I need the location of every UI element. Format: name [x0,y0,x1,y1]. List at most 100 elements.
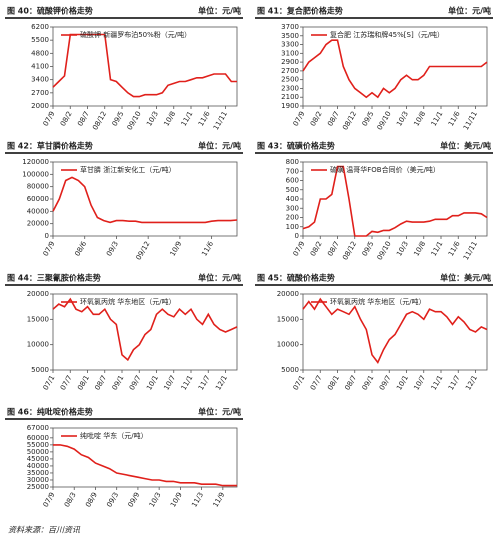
chart-title: 图 44：三聚氰胺价格走势 [7,273,101,283]
y-tick-label: 5500 [31,36,49,44]
data-line [302,39,488,99]
x-tick-label: 09/5 [361,110,376,128]
y-tick-label: 1900 [281,102,299,110]
y-tick-label: 100 [286,223,299,231]
x-tick-label: 07/9 [42,110,57,128]
y-tick-label: 50000 [27,448,49,456]
y-tick-label: 3100 [281,49,299,57]
x-tick-label: 10/3 [145,110,160,128]
x-tick-label: 07/9 [42,491,57,509]
y-tick-label: 0 [45,232,49,240]
y-tick-label: 2000 [31,102,49,110]
x-tick-label: 07/9 [292,240,307,258]
x-tick-label: 09/5 [361,240,376,258]
data-line [52,297,238,362]
x-tick-label: 11/9 [212,491,227,509]
legend-label: 草甘膦 浙江新安化工（元/吨） [80,165,176,174]
x-tick-label: 09/9 [127,491,142,509]
x-tick-label: 10/7 [162,374,177,392]
y-tick-label: 25000 [27,483,49,491]
y-tick-label: 40000 [27,207,49,215]
y-tick-label: 0 [295,232,299,240]
y-tick-label: 3500 [281,32,299,40]
chart-title: 图 45：硫酸价格走势 [257,273,335,283]
y-tick-label: 15000 [27,315,49,323]
x-tick-label: 10/7 [412,374,427,392]
x-tick-label: 10/8 [162,110,177,128]
y-tick-label: 3700 [281,23,299,31]
y-tick-label: 30000 [27,476,49,484]
x-tick-label: 08/7 [343,374,358,392]
x-tick-label: 09/7 [128,374,143,392]
y-tick-label: 2300 [281,84,299,92]
y-tick-label: 10000 [27,341,49,349]
x-tick-label: 07/1 [292,374,307,392]
x-tick-label: 11/6 [197,110,212,128]
y-tick-label: 2900 [281,58,299,66]
x-tick-label: 08/12 [341,110,358,131]
x-tick-label: 08/1 [76,374,91,392]
y-tick-label: 67000 [27,424,49,432]
legend-label: 复合肥 江苏瑞和牌45%[S]（元/吨） [330,30,444,39]
x-tick-label: 08/12 [341,240,358,261]
x-tick-label: 11/1 [430,374,445,392]
x-tick-label: 09/7 [378,374,393,392]
y-tick-label: 20000 [27,290,49,298]
y-tick-label: 2100 [281,93,299,101]
x-tick-label: 11/1 [430,240,445,258]
y-tick-label: 4100 [31,63,49,71]
x-tick-label: 10/3 [148,491,163,509]
x-tick-label: 10/8 [412,110,427,128]
y-tick-label: 60000 [27,195,49,203]
source-note: 资料来源：百川资讯 [8,526,81,535]
x-tick-label: 07/7 [309,374,324,392]
x-tick-label: 08/7 [326,110,341,128]
unit-label: 单位：元/吨 [198,273,241,283]
x-tick-label: 10/1 [395,374,410,392]
x-tick-label: 11/11 [462,240,479,261]
x-tick-label: 10/8 [412,240,427,258]
legend-label: 环氧氯丙烷 华东地区（元/吨） [80,297,176,306]
y-tick-label: 2500 [281,76,299,84]
x-tick-label: 07/9 [42,240,57,258]
data-line [53,444,237,487]
plot-frame [52,427,238,488]
x-tick-label: 07/9 [292,110,307,128]
data-line [302,297,488,364]
y-tick-label: 120000 [22,158,49,166]
y-tick-label: 15000 [277,315,299,323]
x-tick-label: 09/1 [111,374,126,392]
x-tick-label: 12/1 [464,374,479,392]
legend-label: 硫磺 温哥华FOB合同价（美元/吨） [330,165,440,174]
x-tick-label: 11/1 [180,110,195,128]
x-tick-label: 11/11 [462,110,479,131]
x-tick-label: 09/5 [111,110,126,128]
y-tick-label: 55000 [27,441,49,449]
x-tick-label: 11/7 [447,374,462,392]
unit-label: 单位：美元/吨 [440,141,491,151]
x-tick-label: 10/9 [169,491,184,509]
y-tick-label: 600 [286,177,299,185]
x-tick-label: 08/2 [309,110,324,128]
unit-label: 单位：美元/吨 [440,273,491,283]
y-tick-label: 2700 [31,89,49,97]
y-tick-label: 3400 [31,76,49,84]
y-tick-label: 3300 [281,41,299,49]
x-tick-label: 09/10 [376,110,393,131]
x-tick-label: 11/7 [197,374,212,392]
plot-frame [52,293,238,371]
x-tick-label: 10/1 [145,374,160,392]
x-tick-label: 09/12 [135,240,152,261]
x-tick-label: 08/3 [63,491,78,509]
x-tick-label: 08/2 [309,240,324,258]
x-tick-label: 08/12 [91,110,108,131]
y-tick-label: 400 [286,195,299,203]
x-tick-label: 11/1 [180,374,195,392]
x-tick-label: 09/10 [376,240,393,261]
x-tick-label: 09/1 [361,374,376,392]
x-tick-label: 08/6 [73,240,88,258]
y-tick-label: 20000 [27,220,49,228]
data-line [302,165,488,237]
